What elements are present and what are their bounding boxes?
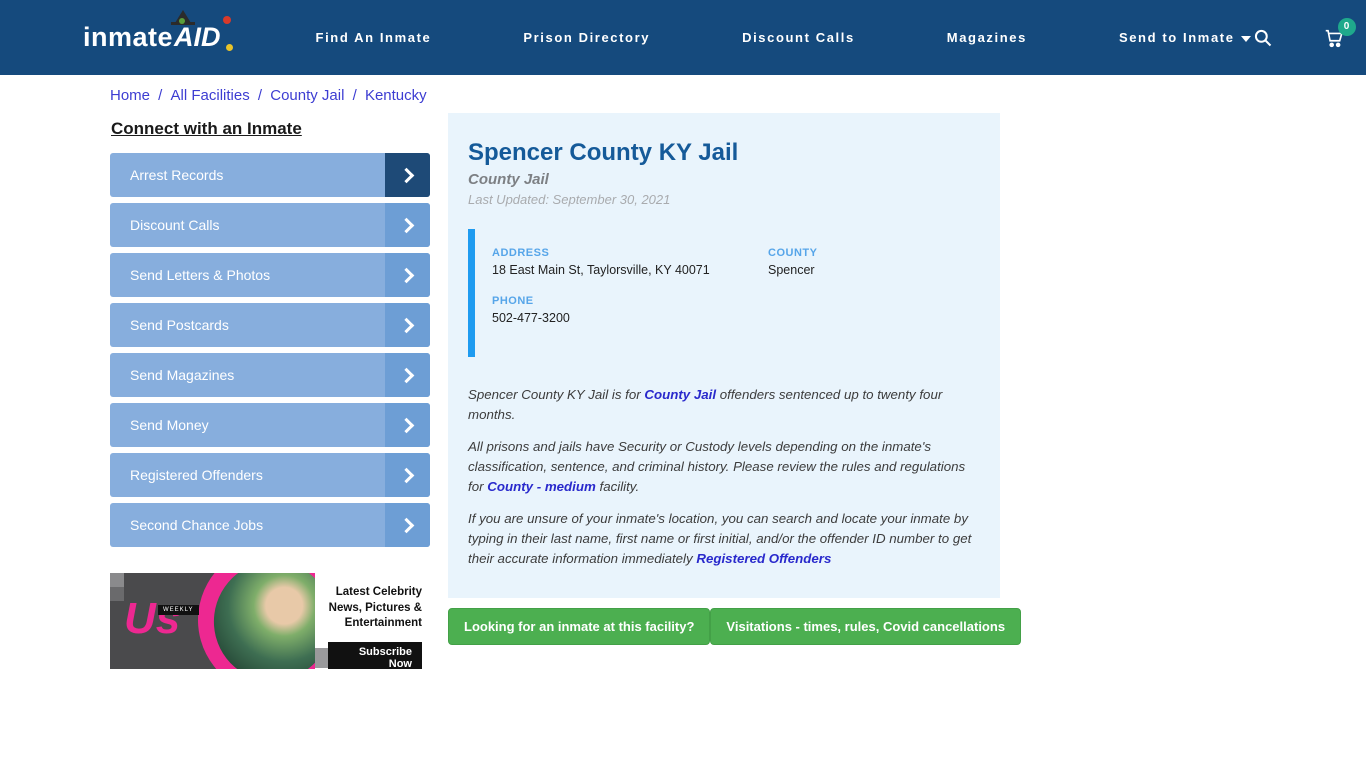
chevron-right-icon (385, 403, 430, 447)
page-title: Spencer County KY Jail (468, 139, 739, 166)
county-medium-link[interactable]: County - medium (487, 478, 596, 494)
ad-text-line: Latest Celebrity (335, 586, 422, 598)
paragraph-text: All prisons and jails have Security or C… (468, 439, 966, 494)
phone-field: PHONE 502-477-3200 (492, 295, 768, 325)
ad-magazine-logo-sub: WEEKLY (158, 605, 199, 615)
ad-cta-decoration (315, 647, 329, 668)
ad-banner-text-area: Latest Celebrity News, Pictures & Entert… (315, 573, 430, 669)
ad-banner[interactable]: Us WEEKLY Latest Celebrity News, Picture… (110, 573, 430, 669)
breadcrumb-home[interactable]: Home (110, 87, 151, 104)
county-value: Spencer (768, 263, 815, 277)
nav-icons: 0 (1251, 17, 1366, 50)
ad-text-line: Entertainment (344, 617, 422, 630)
sidebar: Connect with an Inmate Arrest Records Di… (110, 113, 430, 669)
address-label: ADDRESS (492, 247, 550, 259)
ad-choices-icon (110, 573, 124, 587)
breadcrumb-separator: / (348, 87, 361, 104)
main-content: Spencer County KY Jail County Jail Last … (448, 113, 1022, 646)
facility-panel: Spencer County KY Jail County Jail Last … (448, 113, 1000, 599)
sidebar-item-label: Send Magazines (130, 367, 235, 383)
search-icon[interactable] (1251, 26, 1275, 50)
paragraph-text: facility. (595, 478, 640, 494)
facility-info-box: ADDRESS 18 East Main St, Taylorsville, K… (468, 229, 980, 357)
last-updated: Last Updated: September 30, 2021 (468, 192, 671, 207)
sidebar-item-arrest-records[interactable]: Arrest Records (110, 153, 430, 197)
ad-magazine-logo: Us (124, 594, 181, 643)
sidebar-item-discount-calls[interactable]: Discount Calls (110, 203, 430, 247)
paragraph-text: offenders sentenced up to twenty four mo… (468, 387, 943, 422)
chevron-right-icon (385, 503, 430, 547)
nav-item-prison-directory[interactable]: Prison Directory (523, 30, 651, 45)
logo-decoration-icon (225, 44, 233, 51)
phone-label: PHONE (492, 295, 534, 307)
logo-decoration-icon (179, 18, 185, 24)
sidebar-item-label: Discount Calls (130, 217, 220, 233)
paragraph-text: If you are unsure of your inmate's locat… (468, 511, 972, 566)
sidebar-item-second-chance-jobs[interactable]: Second Chance Jobs (110, 503, 430, 547)
breadcrumb-separator: / (154, 87, 167, 104)
nav-item-send-to-inmate[interactable]: Send to Inmate (1119, 30, 1251, 45)
inmate-lookup-button[interactable]: Looking for an inmate at this facility? (448, 608, 711, 646)
ad-text-line: News, Pictures & (328, 601, 422, 614)
sidebar-item-label: Arrest Records (130, 167, 224, 183)
county-field: COUNTY Spencer (768, 247, 980, 277)
sidebar-item-label: Send Letters & Photos (130, 267, 271, 283)
main-nav: Find An Inmate Prison Directory Discount… (316, 30, 1251, 45)
chevron-right-icon (385, 453, 430, 497)
ad-choices-icon (110, 587, 124, 601)
sidebar-item-label: Second Chance Jobs (130, 517, 264, 533)
address-value: 18 East Main St, Taylorsville, KY 40071 (492, 263, 710, 277)
county-label: COUNTY (768, 247, 818, 259)
breadcrumb-kentucky[interactable]: Kentucky (364, 87, 427, 104)
nav-item-find-an-inmate[interactable]: Find An Inmate (315, 30, 432, 45)
sidebar-item-label: Registered Offenders (130, 467, 263, 483)
cart-icon[interactable]: 0 (1322, 17, 1356, 50)
site-logo[interactable]: inmate AID (83, 10, 233, 53)
facility-description: Spencer County KY Jail is for County Jai… (468, 385, 980, 568)
cta-row: Looking for an inmate at this facility? … (448, 608, 1022, 646)
sidebar-item-registered-offenders[interactable]: Registered Offenders (110, 453, 430, 497)
sidebar-item-label: Send Postcards (130, 317, 229, 333)
sidebar-item-send-magazines[interactable]: Send Magazines (110, 353, 430, 397)
breadcrumb-all-facilities[interactable]: All Facilities (170, 87, 250, 104)
paragraph: If you are unsure of your inmate's locat… (468, 509, 980, 568)
logo-text-accent: AID (174, 22, 221, 52)
breadcrumb-county-jail[interactable]: County Jail (270, 87, 345, 104)
cart-count-badge: 0 (1337, 17, 1356, 36)
sidebar-item-send-postcards[interactable]: Send Postcards (110, 303, 430, 347)
ad-banner-art: Us WEEKLY (110, 573, 315, 669)
chevron-right-icon (385, 303, 430, 347)
address-field: ADDRESS 18 East Main St, Taylorsville, K… (492, 247, 768, 277)
sidebar-heading: Connect with an Inmate (111, 119, 302, 138)
sidebar-item-send-money[interactable]: Send Money (110, 403, 430, 447)
page-body: Home / All Facilities / County Jail / Ke… (0, 75, 1366, 669)
chevron-down-icon (1240, 35, 1251, 42)
breadcrumb-separator: / (253, 87, 267, 104)
top-navbar: inmate AID Find An Inmate Prison Directo… (0, 0, 1366, 75)
chevron-right-icon (385, 253, 430, 297)
visitations-button[interactable]: Visitations - times, rules, Covid cancel… (710, 608, 1022, 646)
sidebar-item-label: Send Money (130, 417, 209, 433)
paragraph: All prisons and jails have Security or C… (468, 437, 980, 496)
facility-type: County Jail (468, 171, 549, 188)
chevron-right-icon (385, 353, 430, 397)
chevron-right-icon (385, 203, 430, 247)
accent-bar (468, 229, 475, 357)
sidebar-item-send-letters-photos[interactable]: Send Letters & Photos (110, 253, 430, 297)
registered-offenders-link[interactable]: Registered Offenders (696, 550, 832, 566)
nav-item-send-to-inmate-label: Send to Inmate (1118, 30, 1235, 45)
chevron-right-icon (385, 153, 430, 197)
subscribe-now-button[interactable]: Subscribe Now (328, 641, 422, 669)
paragraph-text: Spencer County KY Jail is for (468, 387, 645, 402)
nav-item-magazines[interactable]: Magazines (946, 30, 1027, 45)
logo-decoration-icon (222, 16, 231, 24)
logo-text-main: inmate (83, 22, 174, 52)
county-jail-link[interactable]: County Jail (644, 387, 717, 402)
breadcrumb: Home / All Facilities / County Jail / Ke… (110, 87, 1366, 104)
phone-value: 502-477-3200 (492, 311, 570, 325)
paragraph: Spencer County KY Jail is for County Jai… (468, 385, 980, 424)
nav-item-discount-calls[interactable]: Discount Calls (742, 30, 855, 45)
